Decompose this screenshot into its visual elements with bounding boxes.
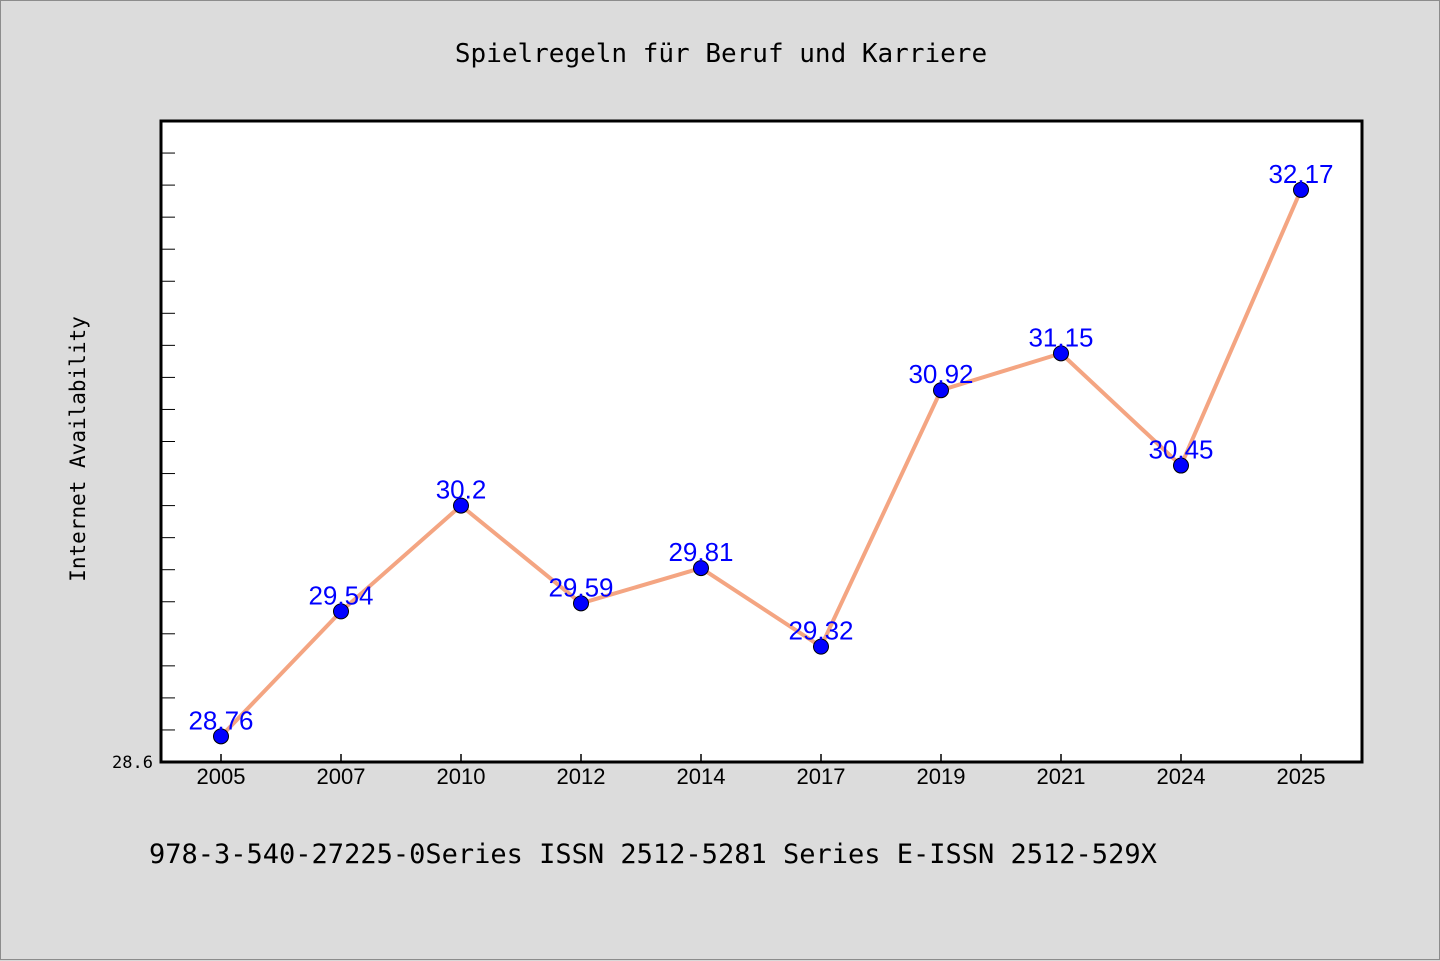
data-label: 30.2 <box>436 475 487 505</box>
series-line <box>219 189 1303 738</box>
data-point <box>213 728 229 745</box>
data-label: 29.54 <box>308 580 373 610</box>
data-point <box>693 560 709 577</box>
y-axis-min-label: 28.6 <box>112 753 153 773</box>
data-label: 29.32 <box>788 616 853 646</box>
data-point <box>1173 457 1189 474</box>
data-label: 30.92 <box>908 359 973 389</box>
data-point <box>1053 345 1069 362</box>
data-label: 29.59 <box>548 572 613 602</box>
x-tick-label: 2021 <box>1037 764 1086 789</box>
data-point <box>453 497 469 514</box>
data-label: 30.45 <box>1148 435 1213 465</box>
footer-text: 978-3-540-27225-0Series ISSN 2512-5281 S… <box>149 839 1157 870</box>
data-point <box>813 638 829 655</box>
plot-area <box>161 121 1362 762</box>
x-axis-tick-labels: 2005 2007 2010 2012 2014 2017 2019 2021 2024 2025 <box>197 764 1326 789</box>
chart-title: Spielregeln für Beruf und Karriere <box>455 39 987 69</box>
x-tick-label: 2010 <box>437 764 486 789</box>
data-labels-layer: 28.76 29.54 30.2 29.59 29.81 29.32 30.92 31.15 3… <box>188 159 1333 735</box>
data-label: 28.76 <box>188 705 253 735</box>
y-axis-label: Internet Availability <box>66 316 90 582</box>
x-tick-label: 2017 <box>797 764 846 789</box>
x-tick-label: 2025 <box>1277 764 1326 789</box>
x-tick-label: 2012 <box>557 764 606 789</box>
data-point <box>933 382 949 399</box>
y-minor-ticks <box>161 152 175 731</box>
series-layer <box>213 181 1309 745</box>
data-label: 32.17 <box>1268 159 1333 189</box>
x-tick-label: 2019 <box>917 764 966 789</box>
data-point <box>333 603 349 620</box>
data-label: 29.81 <box>668 537 733 567</box>
x-tick-label: 2007 <box>317 764 366 789</box>
x-tick-label: 2014 <box>677 764 726 789</box>
data-point <box>573 595 589 612</box>
plot-border <box>159 119 1364 764</box>
x-tick-label: 2005 <box>197 764 246 789</box>
x-tick-label: 2024 <box>1157 764 1206 789</box>
data-label: 31.15 <box>1028 322 1093 352</box>
data-point <box>1293 181 1309 198</box>
